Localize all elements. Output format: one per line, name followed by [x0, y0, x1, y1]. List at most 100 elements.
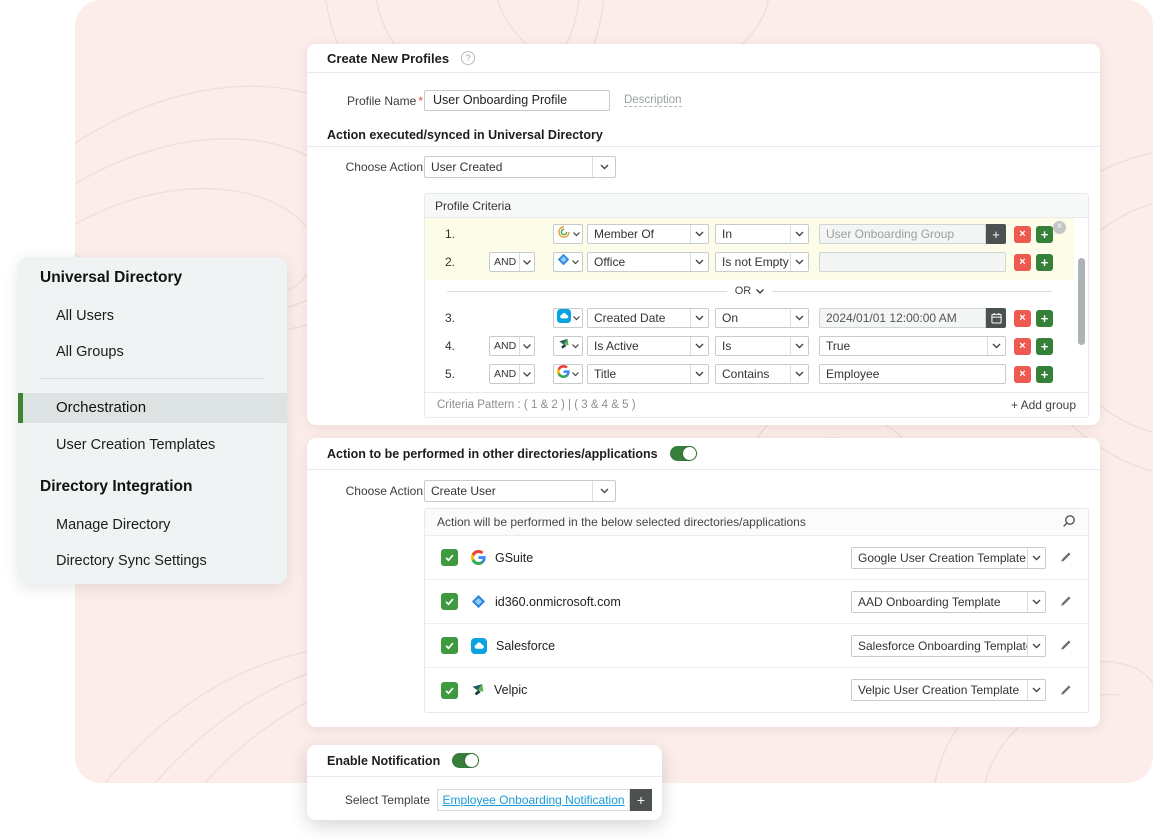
edit-template-icon[interactable]: [1059, 595, 1072, 608]
azure-ad-icon: [557, 253, 570, 271]
attribute-source-select[interactable]: [553, 224, 583, 244]
attribute-select[interactable]: Office: [587, 252, 709, 272]
attribute-select[interactable]: Title: [587, 364, 709, 384]
criteria-group-1: 1. Member Of In User Onboarding Group + …: [425, 218, 1074, 280]
criteria-pattern-text: Criteria Pattern : ( 1 & 2 ) | ( 3 & 4 &…: [437, 399, 636, 411]
attribute-source-select[interactable]: [553, 364, 583, 384]
chevron-down-icon: [690, 225, 708, 243]
sidebar-item-orchestration[interactable]: Orchestration: [18, 393, 287, 423]
and-or-select[interactable]: AND: [489, 252, 535, 272]
chevron-down-icon: [790, 225, 808, 243]
add-criteria-button[interactable]: +: [1036, 225, 1053, 243]
select-value: User Created: [431, 160, 503, 174]
sidebar-item-directory-sync-settings[interactable]: Directory Sync Settings: [56, 553, 207, 569]
sidebar-item-all-groups[interactable]: All Groups: [56, 344, 124, 360]
template-picker: Employee Onboarding Notification +: [437, 789, 652, 811]
add-criteria-button[interactable]: +: [1036, 253, 1053, 271]
template-select[interactable]: Velpic User Creation Template: [851, 679, 1046, 701]
sidebar-item-manage-directory[interactable]: Manage Directory: [56, 517, 171, 533]
add-criteria-button[interactable]: +: [1036, 309, 1053, 327]
value-field[interactable]: User Onboarding Group: [819, 224, 986, 244]
select-value: Create User: [431, 484, 496, 498]
edit-template-icon[interactable]: [1059, 551, 1072, 564]
and-placeholder: [489, 224, 535, 244]
chevron-down-icon: [1027, 680, 1045, 700]
criteria-row-2: 2. AND Office Is not Empty × +: [425, 252, 1074, 272]
attribute-select[interactable]: Created Date: [587, 308, 709, 328]
operator-select[interactable]: In: [715, 224, 809, 244]
checkbox-checked[interactable]: [441, 593, 458, 610]
template-select[interactable]: Google User Creation Template: [851, 546, 1046, 569]
other-directories-toggle[interactable]: [669, 446, 697, 461]
date-value-field[interactable]: 2024/01/01 12:00:00 AM: [819, 308, 986, 328]
help-icon[interactable]: ?: [461, 51, 476, 65]
checkbox-checked[interactable]: [441, 681, 458, 699]
section-heading-universal-directory-action: Action executed/synced in Universal Dire…: [327, 128, 603, 142]
remove-criteria-button[interactable]: ×: [1014, 253, 1031, 271]
remove-criteria-button[interactable]: ×: [1014, 225, 1031, 243]
description-link[interactable]: Description: [624, 94, 682, 107]
and-or-select[interactable]: AND: [489, 336, 535, 356]
template-select[interactable]: Salesforce Onboarding Template: [851, 634, 1046, 657]
add-group-button[interactable]: + Add group: [1010, 398, 1076, 412]
value-input[interactable]: Employee: [819, 364, 1006, 384]
pick-value-button[interactable]: +: [986, 224, 1006, 244]
attribute-source-select[interactable]: [553, 308, 583, 328]
and-or-select[interactable]: AND: [489, 364, 535, 384]
criteria-panel-header: Profile Criteria: [425, 194, 1088, 218]
template-link[interactable]: Employee Onboarding Notification: [442, 793, 625, 807]
add-criteria-button[interactable]: +: [1036, 337, 1053, 355]
operator-select[interactable]: Is: [715, 336, 809, 356]
chevron-down-icon: [1027, 547, 1045, 568]
choose-action-select[interactable]: User Created: [424, 156, 616, 178]
calendar-icon[interactable]: [986, 308, 1006, 328]
attribute-source-select[interactable]: [553, 252, 583, 272]
app-name: Velpic: [494, 683, 528, 697]
app-row-velpic: Velpic Velpic User Creation Template: [425, 668, 1088, 712]
operator-select[interactable]: Is not Empty: [715, 252, 809, 272]
sidebar-item-user-creation-templates[interactable]: User Creation Templates: [56, 437, 216, 453]
profile-name-input[interactable]: User Onboarding Profile: [424, 90, 610, 111]
value-select[interactable]: True: [819, 336, 1006, 356]
criteria-row-number: 1.: [445, 227, 456, 241]
template-select[interactable]: AAD Onboarding Template: [851, 590, 1046, 613]
checkbox-checked[interactable]: [441, 549, 458, 566]
search-icon[interactable]: [1062, 514, 1076, 531]
add-template-button[interactable]: +: [630, 789, 652, 811]
criteria-row-1: 1. Member Of In User Onboarding Group + …: [425, 224, 1074, 244]
chevron-down-icon: [572, 371, 579, 376]
value-disabled: [819, 252, 1006, 272]
app-row-id360: id360.onmicrosoft.com AAD Onboarding Tem…: [425, 580, 1088, 624]
apps-list-header: Action will be performed in the below se…: [437, 515, 806, 529]
remove-group-icon[interactable]: ×: [1053, 221, 1066, 234]
value-field: [819, 252, 1006, 272]
choose-action-select[interactable]: Create User: [424, 480, 616, 502]
card-title: Enable Notification: [327, 753, 441, 768]
checkbox-checked[interactable]: [441, 637, 458, 654]
attribute-select[interactable]: Member Of: [587, 224, 709, 244]
remove-criteria-button[interactable]: ×: [1014, 365, 1031, 383]
chevron-down-icon: [690, 337, 708, 355]
enable-notification-toggle[interactable]: [452, 753, 480, 768]
attribute-source-select[interactable]: [553, 336, 583, 356]
active-indicator-bar: [18, 393, 23, 423]
remove-criteria-button[interactable]: ×: [1014, 337, 1031, 355]
app-row-gsuite: GSuite Google User Creation Template: [425, 536, 1088, 580]
scrollbar-thumb[interactable]: [1078, 258, 1085, 346]
profile-name-label: Profile Name *: [346, 94, 423, 108]
criteria-scrollbar[interactable]: [1078, 248, 1085, 360]
add-criteria-button[interactable]: +: [1036, 365, 1053, 383]
toggle-knob: [465, 754, 479, 767]
group-join-divider: OR: [425, 280, 1074, 302]
remove-criteria-button[interactable]: ×: [1014, 309, 1031, 327]
edit-template-icon[interactable]: [1059, 684, 1072, 697]
attribute-select[interactable]: Is Active: [587, 336, 709, 356]
google-icon: [471, 550, 486, 565]
group-join-select[interactable]: OR: [735, 285, 765, 297]
edit-template-icon[interactable]: [1059, 639, 1072, 652]
azure-ad-icon: [471, 594, 486, 609]
chevron-down-icon: [690, 365, 708, 383]
operator-select[interactable]: Contains: [715, 364, 809, 384]
operator-select[interactable]: On: [715, 308, 809, 328]
sidebar-item-all-users[interactable]: All Users: [56, 308, 115, 324]
